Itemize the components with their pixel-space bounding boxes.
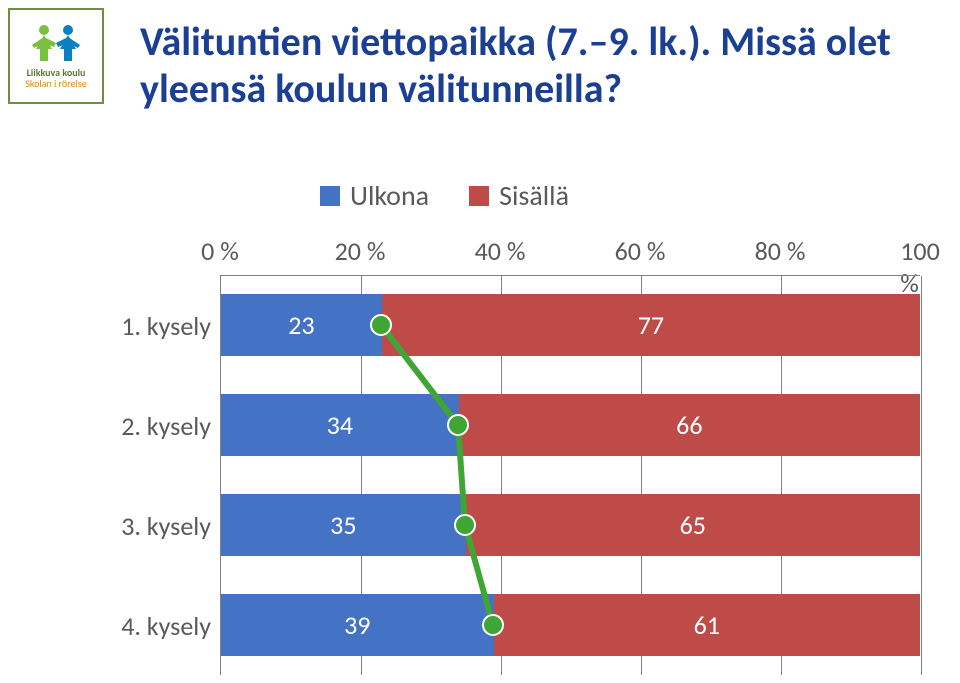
x-tick-label: 60 % [615, 235, 666, 267]
bar-row: 4. kysely3961 [221, 576, 920, 676]
gridline [921, 276, 922, 675]
category-label: 4. kysely [91, 576, 219, 676]
chart-legend: Ulkona Sisällä [320, 178, 569, 213]
bar-segment-sisalla: 61 [494, 594, 920, 656]
bar-segment-ulkona: 35 [221, 494, 466, 556]
page-title: Välituntien viettopaikka (7.–9. lk.). Mi… [140, 18, 930, 112]
legend-label-sisalla: Sisällä [499, 178, 569, 213]
x-tick-label: 80 % [755, 235, 806, 267]
bar-segment-ulkona: 34 [221, 394, 459, 456]
category-label: 3. kysely [91, 476, 219, 576]
legend-item-ulkona: Ulkona [320, 178, 429, 213]
bar-segment-ulkona: 39 [221, 594, 494, 656]
x-tick-label: 40 % [475, 235, 526, 267]
bar-track: 2377 [221, 294, 920, 356]
logo-figures-icon [26, 23, 86, 63]
bar-segment-sisalla: 66 [459, 394, 920, 456]
legend-item-sisalla: Sisällä [469, 178, 569, 213]
category-label: 1. kysely [91, 276, 219, 376]
bar-segment-ulkona: 23 [221, 294, 382, 356]
category-label: 2. kysely [91, 376, 219, 476]
bar-segment-sisalla: 65 [466, 494, 920, 556]
bar-track: 3565 [221, 494, 920, 556]
legend-swatch-sisalla [469, 186, 489, 206]
x-axis-labels: 0 %20 %40 %60 %80 %100 % [220, 235, 920, 265]
plot-area: 1. kysely23772. kysely34663. kysely35654… [220, 275, 920, 675]
x-tick-label: 20 % [335, 235, 386, 267]
bar-row: 3. kysely3565 [221, 476, 920, 576]
x-tick-label: 0 % [201, 235, 239, 267]
chart-plot: 1. kysely23772. kysely34663. kysely35654… [90, 275, 920, 675]
legend-swatch-ulkona [320, 186, 340, 206]
bar-segment-sisalla: 77 [382, 294, 920, 356]
bar-row: 2. kysely3466 [221, 376, 920, 476]
logo-text: Liikkuva koulu Skolan i rörelse [25, 67, 86, 89]
bar-row: 1. kysely2377 [221, 276, 920, 376]
bar-track: 3961 [221, 594, 920, 656]
logo-line2: Skolan i rörelse [25, 78, 86, 89]
legend-label-ulkona: Ulkona [350, 178, 429, 213]
logo: Liikkuva koulu Skolan i rörelse [8, 8, 104, 104]
bar-track: 3466 [221, 394, 920, 456]
